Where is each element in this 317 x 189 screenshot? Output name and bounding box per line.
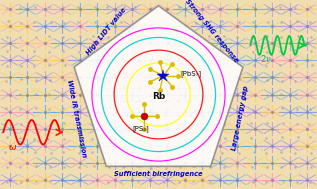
Text: [PbS₇]: [PbS₇] bbox=[181, 70, 202, 77]
Text: Sufficient birefringence: Sufficient birefringence bbox=[114, 171, 203, 177]
Polygon shape bbox=[74, 6, 243, 166]
Text: $\omega$: $\omega$ bbox=[8, 143, 17, 152]
Text: Strong SHG response: Strong SHG response bbox=[184, 0, 239, 64]
Text: [PS₄]: [PS₄] bbox=[133, 126, 149, 132]
Text: Wide IR transmission: Wide IR transmission bbox=[66, 79, 87, 158]
Text: Large energy gap: Large energy gap bbox=[231, 85, 250, 151]
Text: High LIDT value: High LIDT value bbox=[85, 7, 127, 56]
Text: $2\nu$: $2\nu$ bbox=[260, 53, 272, 64]
Text: Rb: Rb bbox=[152, 92, 165, 101]
